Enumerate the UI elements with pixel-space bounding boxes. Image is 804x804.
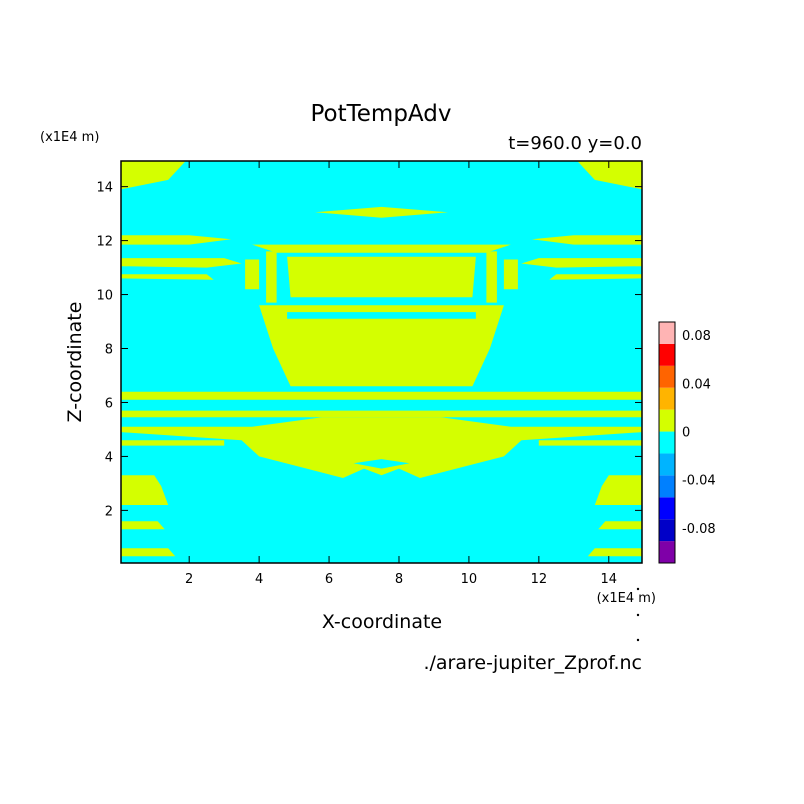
x-tick-label: 10 [461, 572, 478, 587]
colorbar-swatch [659, 409, 675, 432]
colorbar-frame [658, 321, 676, 564]
x-axis-label: X-coordinate [322, 611, 442, 633]
marker-dot [636, 587, 640, 591]
x-tick-label: 8 [395, 572, 403, 587]
positive-contour-region [259, 305, 504, 387]
positive-contour-region [594, 475, 642, 505]
positive-contour-region [245, 259, 260, 290]
colorbar-swatch [659, 387, 675, 410]
colorbar-label: 0.08 [682, 329, 711, 344]
positive-contour-region [121, 161, 186, 190]
x-unit-label: (x1E4 m) [597, 591, 656, 606]
positive-contour-region [287, 256, 476, 298]
time-slice-label: t=960.0 y=0.0 [508, 133, 642, 154]
positive-contour-region [598, 521, 642, 530]
chart-title: PotTempAdv [311, 101, 452, 127]
colorbar-label: 0.04 [682, 377, 711, 392]
plot-area: 2 4 6 8 10 12 14 2 4 6 8 10 12 14 [96, 160, 643, 587]
y-unit-label: (x1E4 m) [40, 130, 99, 145]
marker-dot [636, 638, 640, 642]
positive-contour-region [121, 410, 642, 418]
positive-contour-region [486, 251, 497, 303]
x-tick-label: 2 [185, 572, 193, 587]
positive-contour-region [121, 391, 642, 400]
positive-contour-region [121, 521, 165, 530]
source-file-label: ./arare-jupiter_Zprof.nc [423, 652, 642, 674]
positive-contour-region [121, 548, 176, 557]
y-tick-label: 2 [105, 504, 113, 519]
positive-contour-region [521, 258, 642, 268]
colorbar-label: 0 [682, 426, 690, 441]
colorbar-swatch [659, 519, 675, 542]
positive-contour-region [531, 235, 642, 245]
positive-contour-region [121, 475, 169, 505]
positive-contour-region [121, 274, 214, 280]
positive-contour-region [266, 251, 277, 303]
y-tick-label: 10 [96, 289, 113, 304]
y-tick-label: 14 [96, 181, 113, 196]
y-tick-label: 12 [96, 235, 113, 250]
marker-dot [636, 613, 640, 617]
x-tick-label: 14 [601, 572, 618, 587]
colorbar: 0.08 0.04 0 -0.04 -0.08 [658, 321, 716, 564]
colorbar-swatch [659, 365, 675, 388]
corner-markers [636, 587, 640, 642]
colorbar-swatch [659, 431, 675, 454]
y-tick-label: 6 [105, 396, 113, 411]
positive-contour-region [121, 417, 642, 478]
colorbar-label: -0.04 [682, 474, 716, 489]
negative-contour-region [287, 312, 476, 319]
x-tick-label: 6 [325, 572, 333, 587]
x-tick-label: 12 [531, 572, 548, 587]
colorbar-swatch [659, 497, 675, 520]
positive-contour-region [121, 235, 232, 245]
colorbar-label: -0.08 [682, 522, 716, 537]
colorbar-swatch [659, 475, 675, 498]
positive-contour-region [503, 259, 518, 290]
plot-frame [120, 160, 643, 564]
y-tick-label: 4 [105, 450, 113, 465]
positive-contour-region [538, 440, 642, 446]
positive-contour-region [252, 244, 511, 253]
y-tick-label: 8 [105, 343, 113, 358]
colorbar-swatch [659, 343, 675, 366]
colorbar-swatch [659, 541, 675, 563]
positive-contour-region [577, 161, 642, 190]
positive-contour-region [315, 206, 448, 218]
x-tick-label: 4 [255, 572, 263, 587]
colorbar-swatch [659, 322, 675, 344]
positive-contour-region [587, 548, 642, 557]
positive-contour-region [121, 258, 242, 268]
y-axis-label: Z-coordinate [64, 302, 86, 423]
colorbar-swatch [659, 453, 675, 476]
positive-contour-region [549, 274, 642, 280]
negative-contour-region [353, 459, 410, 469]
positive-contour-region [121, 440, 225, 446]
